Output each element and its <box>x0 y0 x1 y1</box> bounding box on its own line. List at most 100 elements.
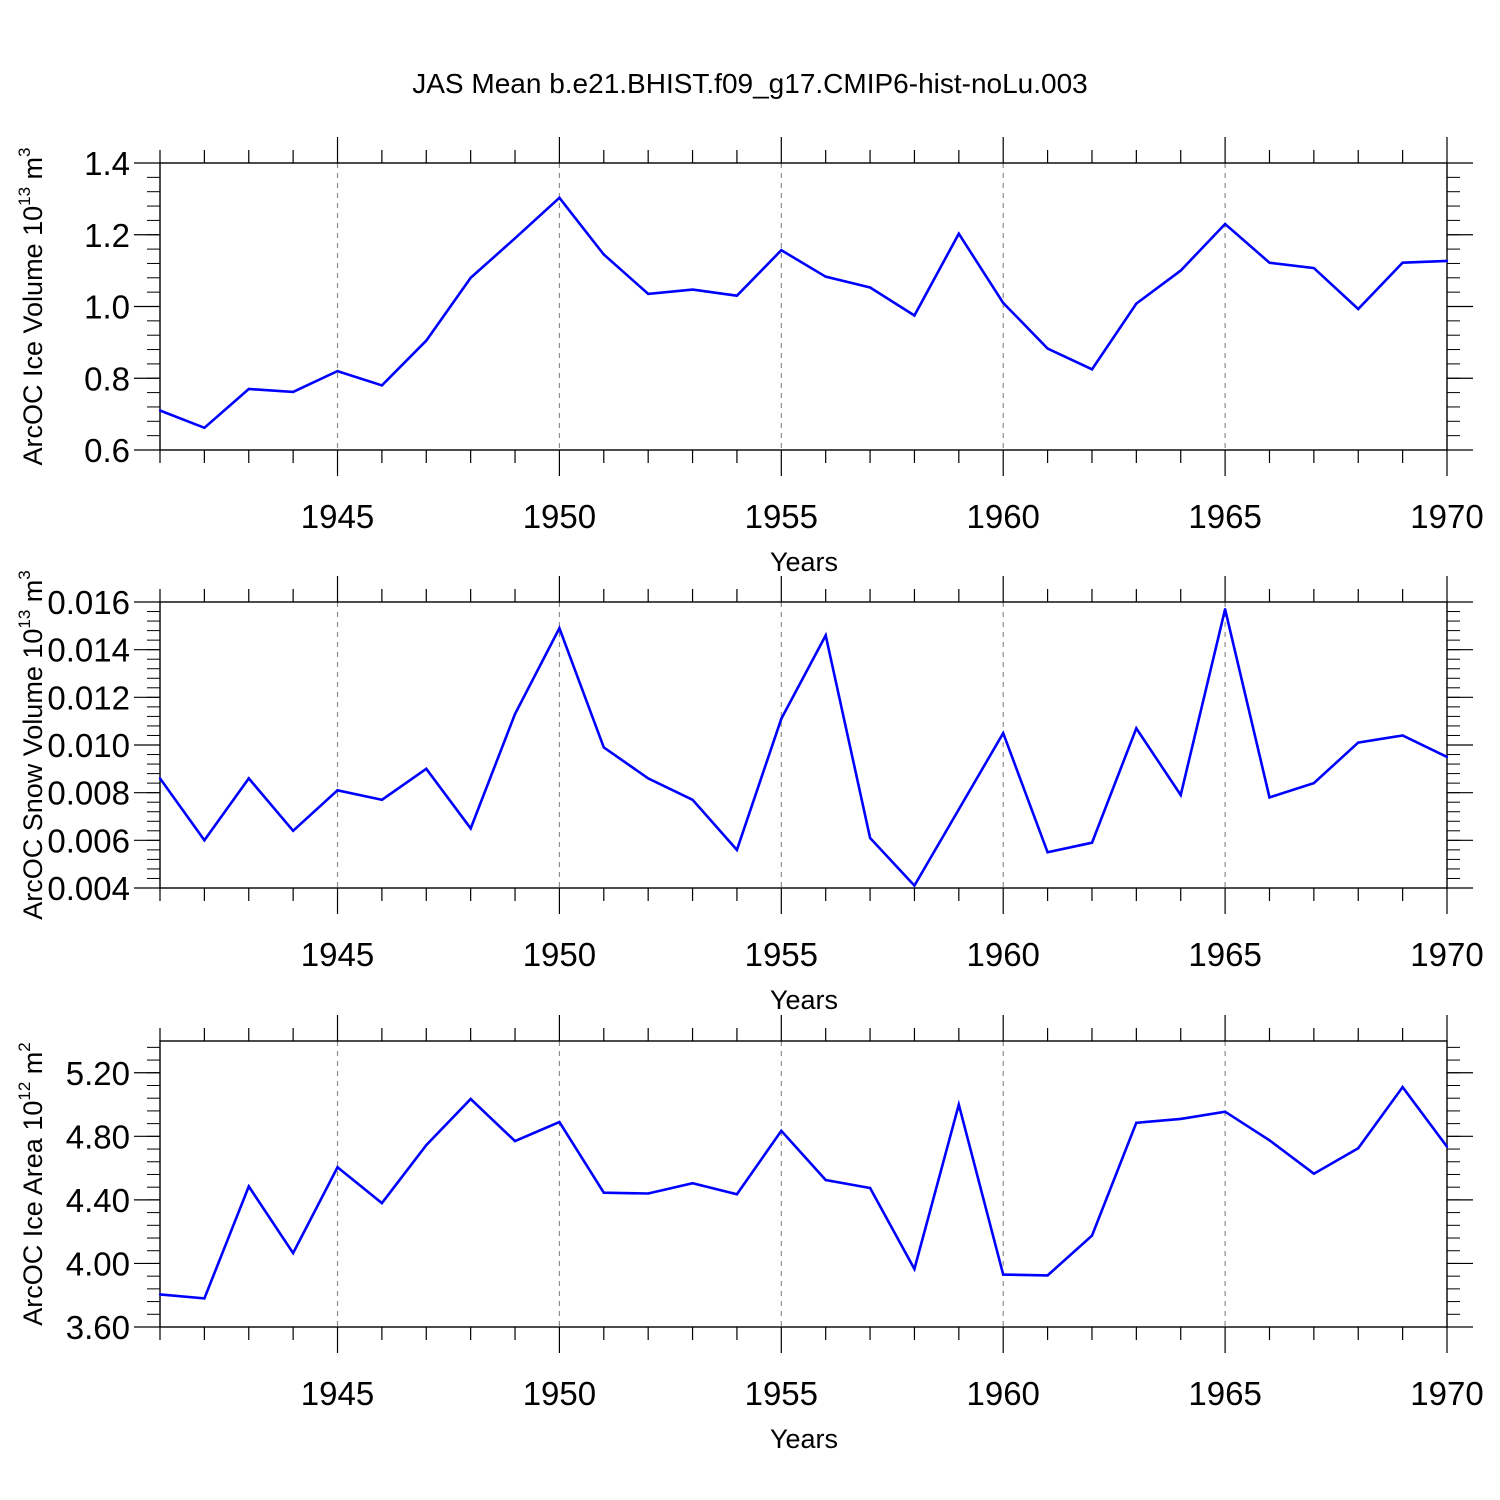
data-point <box>336 1166 339 1169</box>
data-point <box>1268 261 1271 264</box>
data-point <box>957 1103 961 1106</box>
data-point <box>824 275 827 278</box>
x-tick-label: 1945 <box>301 1375 374 1412</box>
y-tick-label: 4.40 <box>66 1182 130 1219</box>
data-point <box>1179 793 1182 797</box>
data-point <box>1445 1145 1449 1148</box>
data-point <box>558 196 561 199</box>
data-point <box>1268 1139 1271 1142</box>
data-point <box>691 288 694 291</box>
y-axis-label: ArcOC Ice Area 1012 m2 <box>15 1042 48 1326</box>
y-tick-label: 0.8 <box>84 360 130 397</box>
data-point <box>913 884 916 887</box>
data-point <box>158 409 162 412</box>
data-point <box>513 712 517 716</box>
data-point <box>868 286 872 289</box>
data-point <box>1223 1110 1227 1113</box>
data-point <box>247 777 250 780</box>
data-point <box>1401 734 1404 737</box>
y-tick-label: 0.6 <box>84 432 130 469</box>
x-tick-label: 1965 <box>1188 936 1261 973</box>
data-point <box>1268 796 1271 799</box>
data-point <box>247 1185 250 1188</box>
data-point <box>380 384 384 387</box>
y-tick-label: 0.004 <box>47 870 130 907</box>
data-point <box>1002 731 1005 735</box>
x-tick-label: 1965 <box>1188 1375 1261 1412</box>
data-point <box>913 1267 916 1271</box>
x-tick-label: 1955 <box>745 498 818 535</box>
data-point <box>1223 607 1227 611</box>
x-tick-label: 1950 <box>523 936 596 973</box>
data-point <box>735 848 739 852</box>
series-line <box>159 195 1448 430</box>
data-point <box>380 1201 384 1205</box>
data-point <box>868 1186 872 1190</box>
data-point <box>425 1143 428 1147</box>
data-point <box>691 798 694 802</box>
y-tick-label: 1.2 <box>84 217 130 254</box>
plot-frame <box>159 162 1448 451</box>
data-point <box>602 1191 605 1194</box>
x-tick-label: 1965 <box>1188 498 1261 535</box>
y-tick-label: 3.60 <box>66 1309 130 1346</box>
data-point <box>1135 727 1138 730</box>
data-point <box>291 829 295 832</box>
plot-frame <box>159 1040 1448 1328</box>
data-point <box>291 1251 295 1255</box>
data-point <box>602 253 605 256</box>
y-tick-label: 0.010 <box>47 727 130 764</box>
data-point <box>1046 347 1049 350</box>
data-point <box>780 248 783 252</box>
data-point <box>203 1297 206 1300</box>
data-point <box>336 369 339 373</box>
y-tick-label: 0.016 <box>47 584 130 621</box>
y-tick-label: 4.80 <box>66 1118 130 1155</box>
data-point <box>957 808 961 811</box>
series-line <box>158 608 1448 888</box>
x-axis-label: Years <box>770 547 838 577</box>
data-point <box>247 387 250 391</box>
data-point <box>1312 266 1316 270</box>
data-point <box>1401 261 1404 264</box>
data-point <box>513 1139 517 1143</box>
x-axis-label: Years <box>770 1424 838 1454</box>
x-tick-label: 1960 <box>966 1375 1039 1412</box>
data-point <box>1179 1117 1182 1121</box>
x-axis-label: Years <box>770 985 838 1015</box>
x-tick-label: 1955 <box>745 1375 818 1412</box>
data-point <box>1401 1085 1404 1089</box>
y-tick-label: 0.014 <box>47 632 130 669</box>
data-point <box>646 777 650 780</box>
data-point <box>1090 1234 1094 1237</box>
y-tick-label: 5.20 <box>66 1055 130 1092</box>
data-point <box>1445 755 1449 759</box>
data-point <box>1357 741 1360 744</box>
data-point <box>513 237 517 240</box>
y-tick-label: 0.012 <box>47 679 130 716</box>
data-point <box>646 292 650 296</box>
data-point <box>780 717 783 720</box>
data-point <box>469 276 472 279</box>
data-point <box>1002 301 1005 305</box>
data-point <box>691 1182 694 1185</box>
data-point <box>1357 307 1360 311</box>
data-point <box>824 1178 827 1182</box>
data-point <box>1046 1274 1049 1277</box>
y-tick-label: 1.0 <box>84 289 130 326</box>
x-tick-label: 1960 <box>966 936 1039 973</box>
x-tick-label: 1955 <box>745 936 818 973</box>
data-point <box>380 798 384 802</box>
x-tick-label: 1945 <box>301 498 374 535</box>
chart-panel-1: 0.6 0.8 1.0 1.2 1.4 1945 1950 1955 1960 1965 1970 Y… <box>15 137 1484 577</box>
data-point <box>602 746 605 749</box>
data-point <box>1135 1121 1138 1125</box>
x-tick-label: 1970 <box>1410 498 1483 535</box>
data-point <box>203 426 206 429</box>
x-tick-label: 1960 <box>966 498 1039 535</box>
data-point <box>425 339 428 342</box>
y-tick-label: 1.4 <box>84 145 130 182</box>
data-point <box>1002 1273 1005 1276</box>
